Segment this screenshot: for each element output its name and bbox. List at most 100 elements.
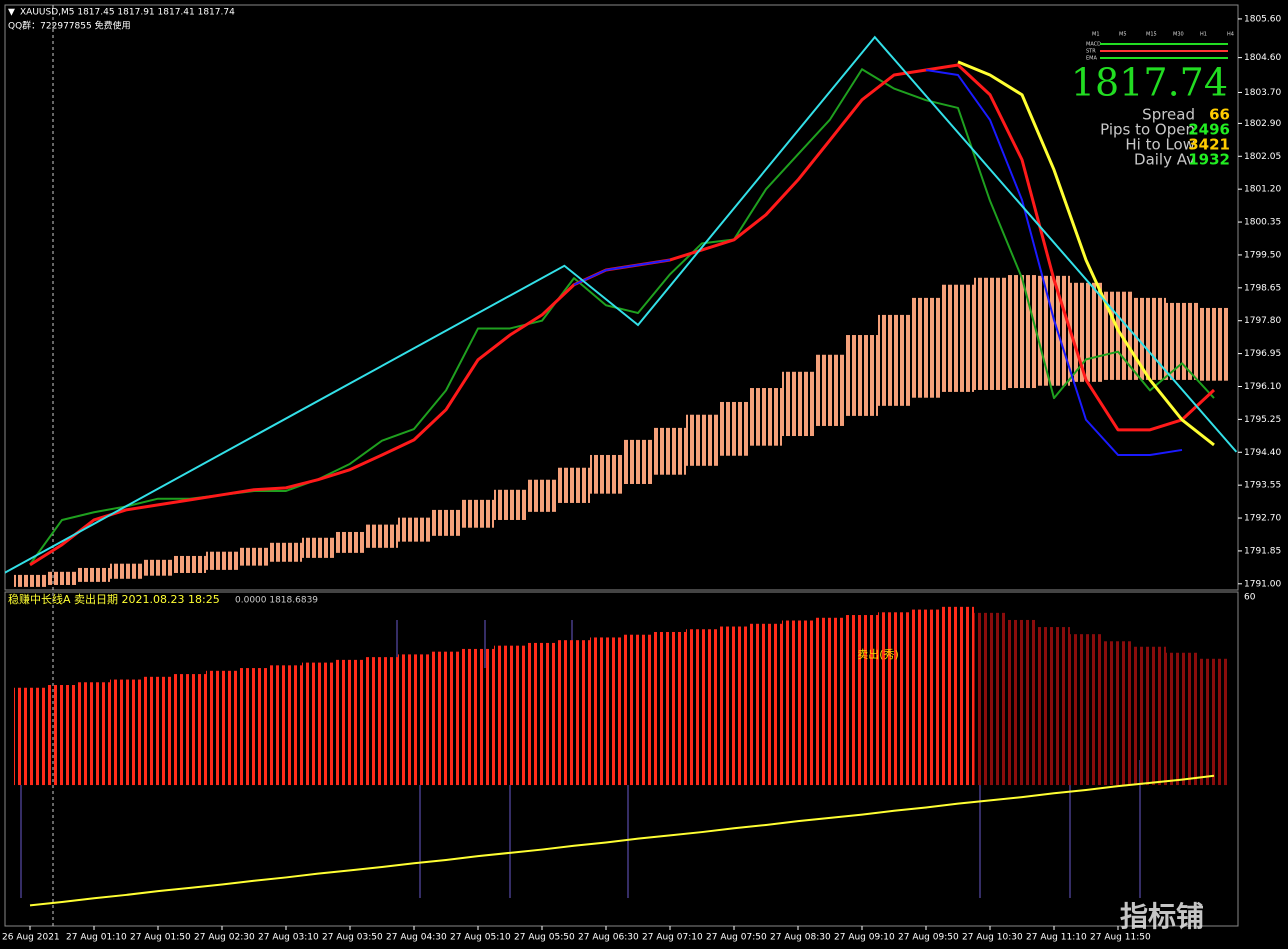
bar [718, 626, 750, 786]
indicator-title: 稳赚中长线A 卖出日期 2021.08.23 18:25 [8, 592, 220, 606]
bar [334, 659, 366, 786]
band-segment [334, 531, 366, 553]
info-value: 3421 [1188, 136, 1230, 154]
band-segment [526, 479, 558, 512]
band-segment [622, 439, 654, 484]
bar [942, 606, 974, 786]
bar [910, 609, 942, 786]
y-tick-label: 1804.60 [1244, 53, 1281, 63]
symbol-header: XAUUSD,M5 1817.45 1817.91 1817.41 1817.7… [20, 8, 235, 18]
bar [270, 665, 302, 786]
main-plot [5, 35, 1238, 587]
y-tick-label: 1802.90 [1244, 119, 1281, 129]
x-tick-label: 26 Aug 2021 [2, 933, 60, 943]
menu-arrow[interactable]: ▼ [8, 8, 15, 18]
bar [430, 651, 462, 786]
band-segment [1070, 282, 1102, 382]
y-tick-label: 1800.35 [1244, 218, 1281, 228]
band-segment [462, 499, 494, 528]
band-segment [1198, 307, 1230, 381]
y-tick-label: 1802.05 [1244, 152, 1281, 162]
x-tick-label: 27 Aug 03:10 [258, 933, 319, 943]
y-tick-label: 1796.10 [1244, 382, 1281, 392]
band-segment [78, 567, 110, 582]
band-segment [174, 555, 206, 573]
bar [1070, 634, 1102, 786]
bar [782, 620, 814, 786]
band-segment [686, 414, 718, 466]
y-tick-label: 1797.80 [1244, 316, 1281, 326]
y-tick-label: 1799.50 [1244, 250, 1281, 260]
mini-row: MACD [1086, 42, 1101, 48]
bar [302, 662, 334, 786]
band-segment [878, 314, 910, 406]
main-frame [4, 4, 1239, 591]
x-tick-label: 27 Aug 02:30 [194, 933, 255, 943]
mini-column: M5 [1119, 32, 1127, 38]
band-segment [1166, 302, 1198, 380]
x-tick-label: 27 Aug 09:10 [834, 933, 895, 943]
x-tick-label: 27 Aug 04:30 [386, 933, 447, 943]
y-tick-label: 1793.55 [1244, 481, 1281, 491]
info-label: Hi to Low [1125, 136, 1195, 154]
x-tick-label: 27 Aug 11:50 [1090, 933, 1151, 943]
bar [974, 612, 1006, 786]
bar [46, 685, 78, 786]
bar [78, 682, 110, 786]
y-tick-label: 60 [1244, 593, 1256, 603]
band-segment [558, 467, 590, 503]
bar [366, 657, 398, 786]
info-label: Daily Av [1134, 151, 1195, 169]
band-segment [718, 401, 750, 456]
mini-row: EMA [1086, 56, 1097, 62]
bar [398, 654, 430, 786]
bar [206, 670, 238, 786]
x-tick-label: 27 Aug 05:10 [450, 933, 511, 943]
x-tick-label: 27 Aug 09:50 [898, 933, 959, 943]
band-segment [238, 547, 270, 566]
indicator-frame [4, 591, 1239, 927]
mini-column: M1 [1092, 32, 1100, 38]
y-tick-label: 1805.60 [1244, 14, 1281, 24]
bar [1134, 646, 1166, 786]
band-segment [654, 427, 686, 475]
band-segment [1006, 275, 1038, 389]
band-segment [14, 574, 46, 587]
band-segment [782, 371, 814, 437]
x-tick-label: 27 Aug 11:10 [1026, 933, 1087, 943]
bar [878, 612, 910, 786]
bar [110, 679, 142, 786]
bar [590, 637, 622, 786]
bar [1006, 619, 1038, 786]
band-segment [750, 388, 782, 446]
info-label: Pips to Open [1100, 121, 1195, 139]
mini-column: M15 [1146, 32, 1157, 38]
bar [750, 623, 782, 786]
band-segment [46, 571, 78, 585]
y-tick-label: 1791.85 [1244, 546, 1281, 556]
y-tick-label: 1794.40 [1244, 448, 1281, 458]
band-segment [846, 335, 878, 416]
bar [622, 634, 654, 786]
x-tick-label: 27 Aug 07:50 [706, 933, 767, 943]
band-segment [398, 517, 430, 542]
indicator-plot [14, 606, 1230, 907]
bar [494, 645, 526, 786]
mini-row: STR [1086, 49, 1096, 55]
zigzag [5, 35, 1238, 574]
subtitle: QQ群：722977855 免费使用 [8, 20, 131, 32]
annotation: 卖出(秀) [857, 647, 899, 661]
x-tick-label: 27 Aug 05:50 [514, 933, 575, 943]
watermark: 指标铺 [1120, 900, 1204, 933]
y-tick-label: 1796.95 [1244, 349, 1281, 359]
x-tick-label: 27 Aug 01:10 [66, 933, 127, 943]
band-segment [590, 454, 622, 494]
band-segment [430, 509, 462, 536]
y-tick-label: 1798.65 [1244, 283, 1281, 293]
x-tick-label: 27 Aug 08:30 [770, 933, 831, 943]
band-segment [814, 354, 846, 426]
bar [1102, 641, 1134, 786]
band-segment [270, 542, 302, 562]
band-segment [110, 563, 142, 579]
